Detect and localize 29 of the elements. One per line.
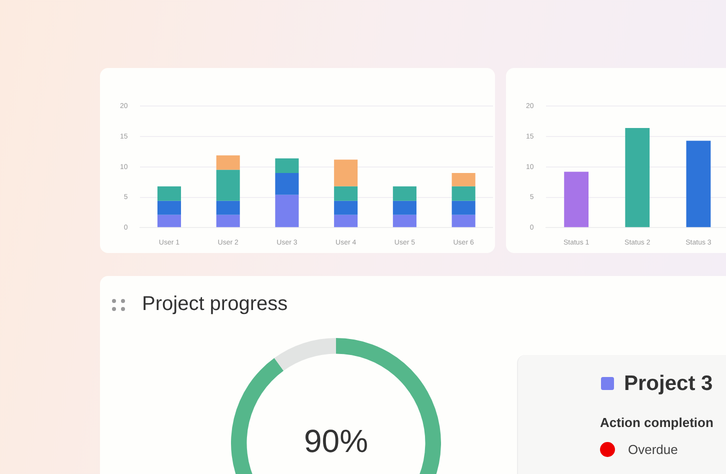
bar	[157, 200, 181, 215]
text: Action completion	[600, 415, 714, 430]
bar	[216, 170, 240, 201]
bar	[452, 214, 476, 228]
bar	[392, 186, 416, 201]
bar	[216, 214, 240, 228]
bar	[392, 214, 416, 228]
bar	[625, 128, 650, 228]
bar	[334, 160, 358, 186]
bar	[216, 155, 240, 170]
bar	[686, 140, 711, 228]
text: Overdue	[628, 442, 678, 457]
bar	[334, 200, 358, 215]
bar	[452, 200, 476, 215]
bar	[334, 186, 358, 201]
bar	[392, 200, 416, 215]
bar	[216, 200, 240, 215]
bar	[157, 214, 181, 228]
text: Project 3	[624, 372, 713, 396]
bar	[275, 158, 299, 173]
bar	[157, 186, 181, 201]
bar	[452, 172, 476, 186]
bar	[275, 194, 299, 228]
bar	[275, 172, 299, 195]
bar	[452, 186, 476, 201]
data-label: 90%	[304, 422, 368, 459]
bar	[564, 172, 589, 228]
chart-title: Project progress	[142, 293, 288, 316]
bar	[334, 214, 358, 228]
